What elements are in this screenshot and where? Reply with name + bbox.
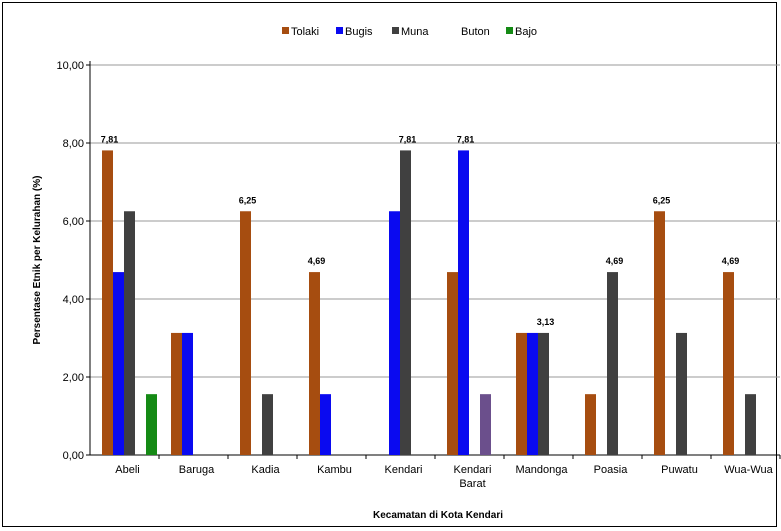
legend-label-buton: Buton <box>461 26 490 38</box>
y-axis-label: Persentase Etnik per Kelurahan (%) <box>32 176 43 345</box>
bars <box>102 150 756 455</box>
y-tick-labels: 0,00 2,00 4,00 6,00 8,00 10,00 <box>56 60 84 462</box>
bar-tolaki <box>723 272 734 455</box>
bar-tolaki <box>171 332 182 455</box>
y-tick-label: 8,00 <box>63 138 84 150</box>
bar-muna <box>745 394 756 455</box>
bar-tolaki <box>102 150 113 455</box>
gridlines <box>90 64 780 378</box>
bar-muna <box>607 272 618 455</box>
y-tick-label: 10,00 <box>56 60 84 72</box>
x-tick-label: Puwatu <box>661 464 698 476</box>
data-labels: 7,81 6,25 4,69 7,81 7,81 3,13 4,69 6,25 4,69 <box>101 134 740 327</box>
bar-muna <box>262 394 273 455</box>
y-tick-label: 2,00 <box>63 372 84 384</box>
legend: Tolaki Bugis Muna Buton Bajo <box>282 26 537 38</box>
bar-bugis <box>389 211 400 455</box>
bar-bugis <box>113 272 124 455</box>
legend-label-bugis: Bugis <box>345 26 373 38</box>
legend-label-muna: Muna <box>401 26 429 38</box>
x-tick-label: Kendari <box>385 464 423 476</box>
x-tick-label: Wua-Wua <box>724 464 773 476</box>
data-label: 7,81 <box>101 134 119 144</box>
legend-label-tolaki: Tolaki <box>291 26 319 38</box>
x-tick-label: Abeli <box>115 464 139 476</box>
bar-muna <box>400 150 411 455</box>
data-label: 7,81 <box>399 134 417 144</box>
bar-tolaki <box>240 211 251 455</box>
bar-bugis <box>320 394 331 455</box>
bar-muna <box>676 332 687 455</box>
x-tick-label: Kadia <box>251 464 280 476</box>
x-axis-label: Kecamatan di Kota Kendari <box>373 510 503 521</box>
legend-label-bajo: Bajo <box>515 26 537 38</box>
y-tick-label: 4,00 <box>63 294 84 306</box>
x-tick-label: Kendari <box>454 464 492 476</box>
data-label: 4,69 <box>722 256 740 266</box>
x-tick-label: Mandonga <box>516 464 569 476</box>
data-label: 7,81 <box>457 134 475 144</box>
bar-bugis <box>527 332 538 455</box>
bar-muna <box>538 332 549 455</box>
bar-tolaki <box>654 211 665 455</box>
bar-tolaki <box>309 272 320 455</box>
x-tick-label: Baruga <box>179 464 215 476</box>
legend-swatch-tolaki <box>282 27 289 34</box>
bar-bugis <box>182 332 193 455</box>
data-label: 6,25 <box>239 195 257 205</box>
bar-tolaki <box>447 272 458 455</box>
bar-tolaki <box>585 394 596 455</box>
bar-buton <box>480 394 491 455</box>
x-tick-label: Kambu <box>317 464 352 476</box>
y-tick-label: 6,00 <box>63 216 84 228</box>
data-label: 4,69 <box>308 256 326 266</box>
bar-bugis <box>458 150 469 455</box>
x-tick-label: Poasia <box>594 464 629 476</box>
legend-swatch-muna <box>392 27 399 34</box>
x-tick-label: Barat <box>459 478 485 490</box>
data-label: 3,13 <box>537 317 555 327</box>
bar-muna <box>124 211 135 455</box>
data-label: 4,69 <box>606 256 624 266</box>
bar-bajo <box>146 394 157 455</box>
data-label: 6,25 <box>653 195 671 205</box>
legend-swatch-bugis <box>336 27 343 34</box>
x-tick-labels: Abeli Baruga Kadia Kambu Kendari Kendari Barat… <box>115 464 773 490</box>
bar-tolaki <box>516 332 527 455</box>
legend-swatch-bajo <box>506 27 513 34</box>
y-tick-label: 0,00 <box>63 450 84 462</box>
